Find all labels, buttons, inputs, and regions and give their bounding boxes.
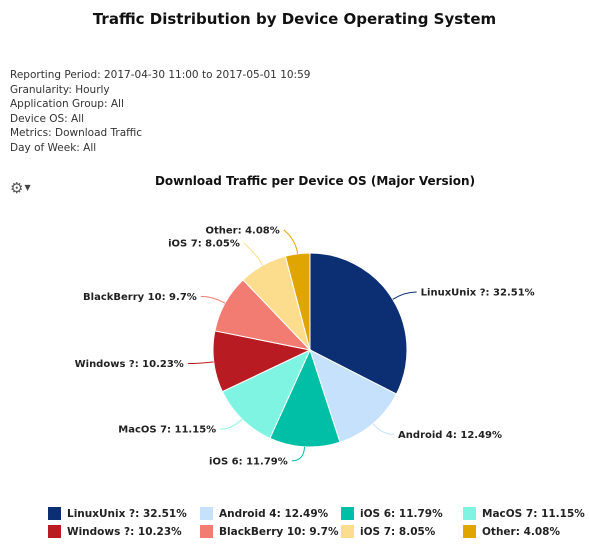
meta-day-of-week: Day of Week: All bbox=[10, 141, 97, 154]
legend-item-macos-7[interactable]: MacOS 7: 11.15% bbox=[463, 507, 588, 520]
pie-slice-android-4[interactable] bbox=[309, 349, 398, 443]
legend-swatch bbox=[463, 525, 476, 538]
pie-leader-ios-6 bbox=[291, 446, 306, 462]
legend-label: iOS 6: 11.79% bbox=[360, 507, 443, 520]
legend-swatch bbox=[200, 525, 213, 538]
legend-item-linuxunix[interactable]: LinuxUnix ?: 32.51% bbox=[48, 507, 200, 520]
legend-item-ios-6[interactable]: iOS 6: 11.79% bbox=[341, 507, 463, 520]
pie-labels: LinuxUnix ?: 32.51% Android 4: 12.49% iOS … bbox=[75, 225, 535, 467]
pie-label-other: Other: 4.08% bbox=[206, 225, 280, 236]
legend-swatch bbox=[463, 507, 476, 520]
pie-leader-android-4 bbox=[372, 423, 395, 435]
pie-leader-lines bbox=[187, 229, 417, 462]
pie-leader-macos-7 bbox=[220, 418, 243, 430]
gear-icon: ⚙ bbox=[10, 178, 24, 197]
legend-swatch bbox=[48, 507, 61, 520]
legend-item-other[interactable]: Other: 4.08% bbox=[463, 525, 588, 538]
meta-metrics: Metrics: Download Traffic bbox=[10, 127, 143, 140]
pie-label-macos-7: MacOS 7: 11.15% bbox=[118, 425, 216, 436]
legend-label: Other: 4.08% bbox=[482, 525, 561, 538]
pie-leader-linuxunix bbox=[392, 291, 417, 300]
chart-settings-button[interactable]: ⚙ ▼ bbox=[10, 178, 40, 198]
meta-granularity: Granularity: Hourly bbox=[10, 83, 110, 96]
pie-label-blackberry-10: BlackBerry 10: 9.7% bbox=[83, 292, 197, 303]
legend-item-blackberry-10[interactable]: BlackBerry 10: 9.7% bbox=[200, 525, 341, 538]
legend-item-android-4[interactable]: Android 4: 12.49% bbox=[200, 507, 341, 520]
legend-label: MacOS 7: 11.15% bbox=[482, 507, 585, 520]
report-title: Traffic Distribution by Device Operating… bbox=[92, 10, 497, 28]
legend-swatch bbox=[341, 507, 354, 520]
legend-label: iOS 7: 8.05% bbox=[360, 525, 436, 538]
meta-application-group: Application Group: All bbox=[10, 98, 124, 111]
pie-slices bbox=[212, 252, 408, 448]
meta-reporting-period: Reporting Period: 2017-04-30 11:00 to 20… bbox=[10, 69, 311, 81]
legend-label: BlackBerry 10: 9.7% bbox=[219, 525, 339, 538]
legend-label: Windows ?: 10.23% bbox=[67, 525, 182, 538]
pie-label-linuxunix: LinuxUnix ?: 32.51% bbox=[421, 288, 535, 299]
meta-device-os: Device OS: All bbox=[10, 112, 85, 125]
pie-leader-blackberry-10 bbox=[200, 295, 226, 304]
legend-swatch bbox=[200, 507, 213, 520]
report-metadata: Reporting Period: 2017-04-30 11:00 to 20… bbox=[10, 68, 310, 156]
pie-label-ios-6: iOS 6: 11.79% bbox=[209, 456, 288, 467]
pie-label-windows: Windows ?: 10.23% bbox=[75, 359, 184, 370]
pie-slice-ios-6[interactable] bbox=[269, 348, 341, 448]
chart-legend: LinuxUnix ?: 32.51% Android 4: 12.49% iOS … bbox=[48, 507, 588, 538]
pie-leader-windows bbox=[187, 361, 214, 365]
legend-swatch bbox=[48, 525, 61, 538]
legend-item-windows[interactable]: Windows ?: 10.23% bbox=[48, 525, 200, 538]
pie-slice-linuxunix[interactable] bbox=[309, 252, 408, 395]
legend-swatch bbox=[341, 525, 354, 538]
pie-slice-macos-7[interactable] bbox=[221, 348, 312, 439]
pie-label-android-4: Android 4: 12.49% bbox=[398, 430, 502, 441]
pie-leader-other bbox=[283, 229, 299, 254]
pie-label-ios-7: iOS 7: 8.05% bbox=[168, 239, 240, 250]
legend-label: Android 4: 12.49% bbox=[219, 507, 329, 520]
legend-label: LinuxUnix ?: 32.51% bbox=[67, 507, 187, 520]
legend-item-ios-7[interactable]: iOS 7: 8.05% bbox=[341, 525, 463, 538]
chevron-down-icon: ▼ bbox=[24, 183, 31, 192]
pie-leader-ios-7 bbox=[243, 242, 264, 266]
chart-title: Download Traffic per Device OS (Major Ve… bbox=[155, 174, 475, 188]
